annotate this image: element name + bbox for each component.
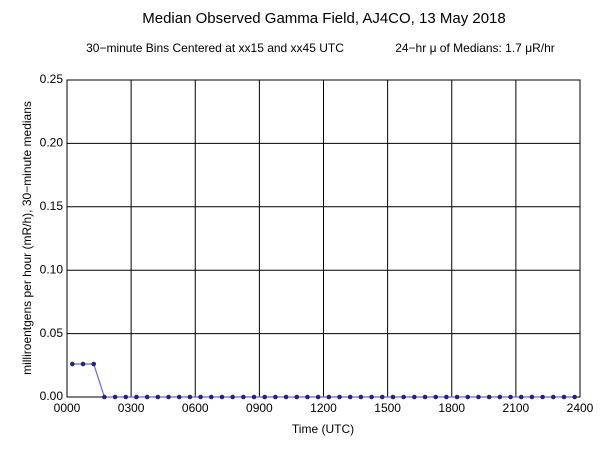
data-point [80,361,86,367]
data-point [187,394,193,400]
data-point [176,394,182,400]
data-point [326,394,332,400]
x-tick-label: 0900 [246,401,273,415]
y-axis-label: milliroentgens per hour (mR/h), 30−minut… [20,101,34,375]
x-tick-label: 2400 [567,401,594,415]
y-tick-label: 0.15 [40,199,64,213]
chart-title: Median Observed Gamma Field, AJ4CO, 13 M… [142,10,506,27]
data-point [102,394,107,400]
data-point [433,394,439,400]
y-tick-label: 0.05 [40,326,64,340]
data-point [315,394,321,400]
x-axis-label: Time (UTC) [292,422,354,436]
data-point [412,394,417,400]
data-point [91,361,97,367]
data-point [337,394,342,400]
data-point [454,394,460,400]
data-point [144,394,150,400]
data-point [561,394,567,400]
data-point [518,394,524,400]
data-point [251,394,257,400]
chart-subtitle: 24−hr μ of Medians: 1.7 μR/hr [395,41,555,55]
y-tick-label: 0.25 [40,72,64,86]
data-point [529,394,535,400]
data-point [508,394,513,400]
x-tick-label: 2100 [503,401,530,415]
data-point [123,394,129,400]
data-point [241,394,246,400]
y-tick-label: 0.10 [40,262,64,276]
chart-subtitle: 30−minute Bins Centered at xx15 and xx45… [86,41,344,55]
data-point [70,361,75,367]
data-point [262,394,268,400]
data-point [444,394,449,400]
data-point [305,394,310,400]
data-point [358,394,364,400]
data-point [572,394,577,400]
data-point [465,394,471,400]
data-point [273,394,278,400]
x-tick-label: 0300 [118,401,145,415]
x-tick-label: 1800 [438,401,465,415]
data-point [476,394,481,400]
data-point [550,394,556,400]
data-point [390,394,396,400]
x-tick-label: 1500 [374,401,401,415]
data-point [219,394,225,400]
data-point [198,394,203,400]
data-point [486,394,492,400]
data-point [155,394,161,400]
data-point [166,394,171,400]
data-point [540,394,545,400]
y-tick-label: 0.00 [40,389,64,403]
data-point [347,394,353,400]
data-point [401,394,406,400]
data-point [230,394,235,400]
data-point [294,394,300,400]
data-point [497,394,503,400]
data-point [369,394,374,400]
data-point [134,394,139,400]
x-tick-label: 1200 [310,401,337,415]
x-tick-label: 0000 [54,401,81,415]
data-point [422,394,428,400]
data-point [112,394,118,400]
x-tick-label: 0600 [182,401,209,415]
y-tick-label: 0.20 [40,136,64,150]
data-point [379,394,385,400]
data-point [283,394,289,400]
data-point [208,394,214,400]
